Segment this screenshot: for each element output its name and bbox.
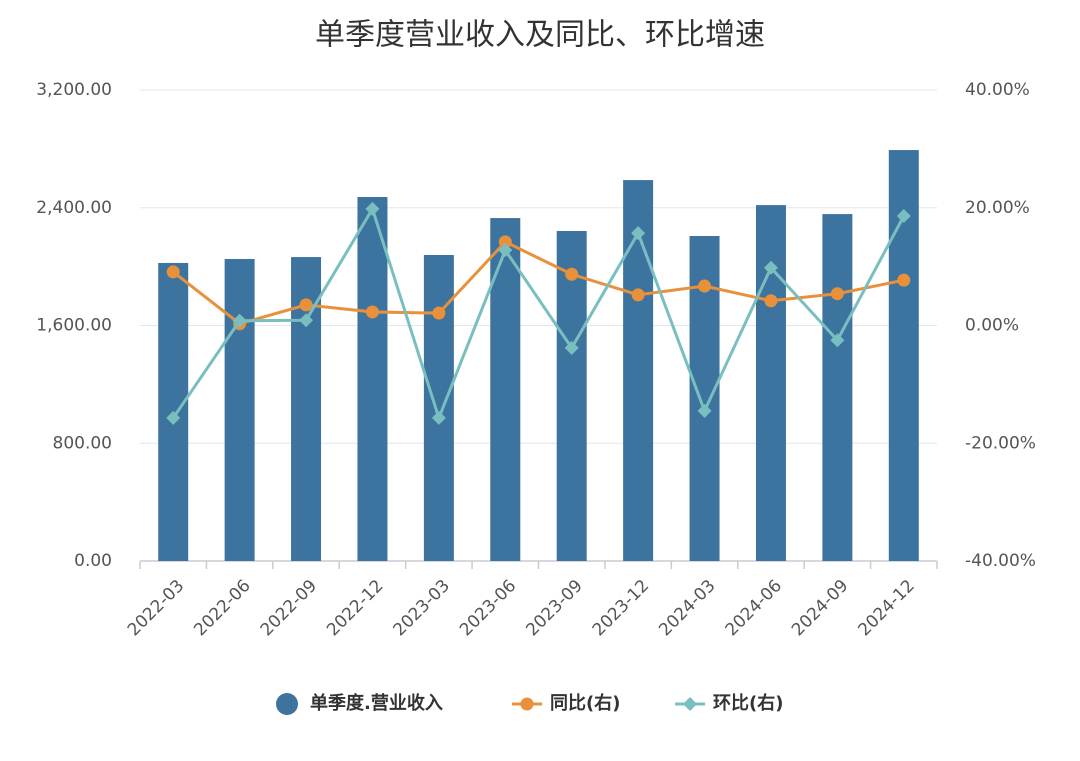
marker: [365, 201, 380, 216]
x-tick-label: 2022-06: [190, 576, 254, 640]
y-tick-label: 800.00: [53, 433, 112, 453]
bar: [423, 254, 454, 561]
bar: [623, 180, 654, 562]
legend-label: 单季度.营业收入: [310, 692, 443, 714]
y-tick-label: 3,200.00: [36, 80, 112, 100]
marker: [698, 279, 712, 293]
bar: [357, 197, 388, 561]
marker: [896, 208, 911, 223]
marker: [166, 410, 181, 425]
x-tick-label: 2024-03: [655, 576, 719, 640]
marker: [365, 305, 379, 319]
marker: [631, 226, 646, 241]
x-tick-label: 2024-06: [722, 576, 786, 640]
legend-swatch: [276, 693, 298, 715]
x-tick-label: 2023-03: [390, 576, 454, 640]
y2-tick-label: -20.00%: [965, 433, 1036, 453]
y2-tick-label: 20.00%: [965, 198, 1030, 218]
marker: [564, 340, 579, 355]
marker: [299, 313, 314, 328]
legend-label: 同比(右): [550, 692, 620, 714]
marker: [897, 273, 911, 287]
bar: [755, 205, 786, 561]
x-tick-label: 2023-09: [522, 576, 586, 640]
bar: [224, 258, 255, 561]
marker: [432, 306, 446, 320]
x-tick-label: 2022-12: [323, 576, 387, 640]
line: [172, 240, 905, 326]
y-tick-label: 2,400.00: [36, 198, 112, 218]
y-tick-label: 0.00: [74, 551, 112, 571]
marker: [565, 267, 579, 281]
marker: [299, 298, 313, 312]
bar: [490, 218, 521, 561]
marker: [830, 287, 844, 301]
x-tick-label: 2023-06: [456, 576, 520, 640]
legend-swatch: [520, 697, 534, 711]
marker: [631, 288, 645, 302]
y-tick-label: 1,600.00: [36, 316, 112, 336]
y2-tick-label: 0.00%: [965, 316, 1019, 336]
bar: [822, 214, 853, 562]
chart-title: 单季度营业收入及同比、环比增速: [315, 18, 765, 53]
x-tick-label: 2024-09: [788, 576, 852, 640]
marker: [166, 265, 180, 279]
marker: [232, 313, 247, 328]
marker: [431, 410, 446, 425]
marker: [697, 403, 712, 418]
x-tick-label: 2024-12: [854, 576, 918, 640]
legend-label: 环比(右): [713, 692, 783, 714]
marker: [830, 333, 845, 348]
marker: [764, 294, 778, 308]
marker: [498, 243, 513, 258]
marker: [763, 260, 778, 275]
x-tick-label: 2022-03: [124, 576, 188, 640]
line: [171, 205, 906, 423]
x-tick-label: 2023-12: [589, 576, 653, 640]
legend-swatch: [683, 697, 697, 711]
marker: [498, 235, 512, 249]
x-tick-label: 2022-09: [257, 576, 321, 640]
y2-tick-label: 40.00%: [965, 80, 1030, 100]
y2-tick-label: -40.00%: [965, 551, 1036, 571]
bar: [556, 231, 587, 562]
